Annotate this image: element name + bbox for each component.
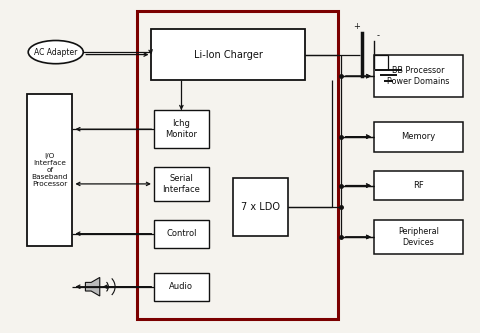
Bar [154,219,209,248]
Text: Peripheral
Devices: Peripheral Devices [398,227,439,247]
Text: Li-Ion Charger: Li-Ion Charger [193,50,263,60]
Text: 7 x LDO: 7 x LDO [241,202,280,212]
Bar [374,122,463,152]
Text: Memory: Memory [401,132,435,141]
Text: Audio: Audio [169,282,193,291]
Bar [137,11,338,319]
Ellipse shape [28,41,83,64]
Text: AC Adapter: AC Adapter [34,48,77,57]
Text: -: - [376,31,379,40]
Text: I/O
Interface
of
Baseband
Processor: I/O Interface of Baseband Processor [32,153,68,187]
Bar [374,171,463,200]
Bar [374,219,463,254]
Text: Control: Control [166,229,197,238]
Bar [27,94,72,246]
Text: RF: RF [413,181,424,190]
Bar [233,178,288,236]
Text: Serial
Interface: Serial Interface [162,174,200,193]
Bar [154,166,209,201]
Bar [154,273,209,301]
Text: BB Processor
Power Domains: BB Processor Power Domains [387,67,449,86]
Bar [152,29,305,80]
Bar [154,110,209,148]
Bar [374,55,463,97]
Polygon shape [85,277,100,296]
Text: +: + [353,22,360,31]
Text: Ichg
Monitor: Ichg Monitor [166,120,197,139]
